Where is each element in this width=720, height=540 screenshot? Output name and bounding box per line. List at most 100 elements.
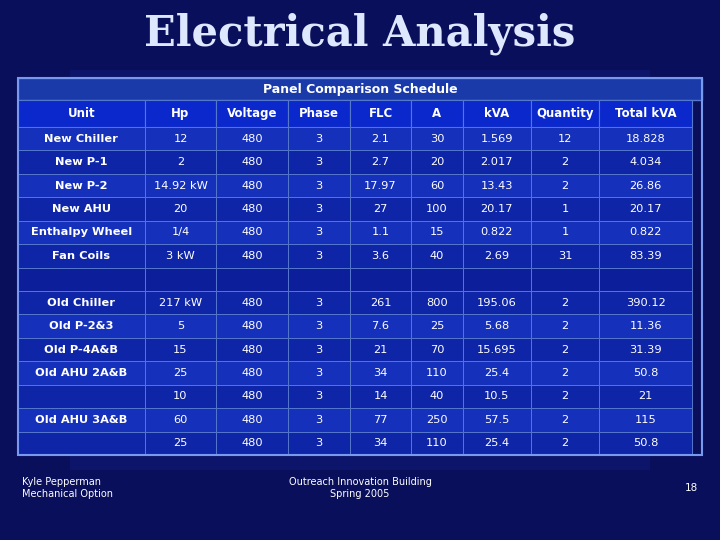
Text: New P-1: New P-1: [55, 157, 107, 167]
Text: 4.034: 4.034: [629, 157, 662, 167]
Bar: [145, 127, 216, 151]
Bar: [145, 100, 216, 127]
Text: 14.92 kW: 14.92 kW: [153, 180, 207, 191]
Text: 11.36: 11.36: [629, 321, 662, 331]
Text: 30: 30: [430, 134, 444, 144]
Text: 26.86: 26.86: [629, 180, 662, 191]
Bar: [145, 384, 216, 408]
Text: 5.68: 5.68: [484, 321, 510, 331]
Text: 60: 60: [174, 415, 188, 425]
Bar: [216, 314, 288, 338]
Bar: [18, 408, 145, 431]
Text: 217 kW: 217 kW: [159, 298, 202, 308]
Text: 800: 800: [426, 298, 448, 308]
Bar: [599, 268, 692, 291]
Text: 3: 3: [315, 438, 323, 448]
Text: Enthalpy Wheel: Enthalpy Wheel: [31, 227, 132, 238]
Bar: [288, 408, 350, 431]
Text: 3: 3: [315, 227, 323, 238]
Bar: [599, 151, 692, 174]
Bar: [531, 408, 599, 431]
Text: 60: 60: [430, 180, 444, 191]
Text: 31.39: 31.39: [629, 345, 662, 355]
Text: 12: 12: [558, 134, 572, 144]
Bar: [531, 174, 599, 197]
Bar: [216, 197, 288, 221]
Bar: [462, 408, 531, 431]
Bar: [531, 268, 599, 291]
Bar: [18, 268, 145, 291]
Text: 3: 3: [315, 345, 323, 355]
Text: 110: 110: [426, 438, 448, 448]
Text: 70: 70: [430, 345, 444, 355]
Bar: [599, 431, 692, 455]
Bar: [599, 384, 692, 408]
Text: 480: 480: [241, 415, 263, 425]
Text: 3: 3: [315, 321, 323, 331]
Bar: [462, 314, 531, 338]
Text: 50.8: 50.8: [633, 368, 658, 378]
Bar: [531, 384, 599, 408]
Text: 83.39: 83.39: [629, 251, 662, 261]
Bar: [18, 127, 145, 151]
Bar: [18, 221, 145, 244]
Text: 14: 14: [374, 392, 387, 401]
Bar: [411, 408, 462, 431]
Text: 25.4: 25.4: [485, 438, 509, 448]
Text: 2: 2: [177, 157, 184, 167]
Text: 25: 25: [174, 368, 188, 378]
Bar: [288, 197, 350, 221]
Text: 15: 15: [430, 227, 444, 238]
Text: 7.6: 7.6: [372, 321, 390, 331]
Bar: [18, 384, 145, 408]
Bar: [145, 174, 216, 197]
Text: 2.1: 2.1: [372, 134, 390, 144]
Text: 480: 480: [241, 251, 263, 261]
Text: Old Chiller: Old Chiller: [48, 298, 115, 308]
Text: 21: 21: [639, 392, 653, 401]
Bar: [462, 100, 531, 127]
Bar: [145, 268, 216, 291]
Text: 2: 2: [562, 438, 569, 448]
Bar: [145, 408, 216, 431]
Bar: [18, 244, 145, 268]
Text: 2: 2: [562, 368, 569, 378]
Bar: [350, 314, 411, 338]
Bar: [18, 314, 145, 338]
Bar: [599, 197, 692, 221]
Text: 18: 18: [685, 483, 698, 493]
Bar: [531, 151, 599, 174]
Text: 2: 2: [562, 321, 569, 331]
Bar: [216, 244, 288, 268]
Bar: [411, 314, 462, 338]
Bar: [599, 361, 692, 384]
Text: 77: 77: [373, 415, 388, 425]
Bar: [531, 197, 599, 221]
Bar: [288, 221, 350, 244]
Text: 1: 1: [562, 204, 569, 214]
Text: 195.06: 195.06: [477, 298, 517, 308]
Bar: [531, 361, 599, 384]
Text: 50.8: 50.8: [633, 438, 658, 448]
Text: Electrical Analysis: Electrical Analysis: [144, 13, 576, 55]
Bar: [18, 78, 702, 455]
Bar: [350, 197, 411, 221]
Bar: [216, 431, 288, 455]
Bar: [350, 100, 411, 127]
Bar: [216, 291, 288, 314]
Text: 2: 2: [562, 157, 569, 167]
Bar: [288, 338, 350, 361]
Bar: [145, 221, 216, 244]
Bar: [288, 431, 350, 455]
Text: 2.017: 2.017: [480, 157, 513, 167]
Text: 480: 480: [241, 392, 263, 401]
Bar: [411, 361, 462, 384]
Text: 2: 2: [562, 415, 569, 425]
Bar: [216, 338, 288, 361]
Text: 3: 3: [315, 368, 323, 378]
Bar: [18, 361, 145, 384]
Bar: [411, 221, 462, 244]
Text: 480: 480: [241, 227, 263, 238]
Text: 0.822: 0.822: [629, 227, 662, 238]
Text: 20.17: 20.17: [480, 204, 513, 214]
